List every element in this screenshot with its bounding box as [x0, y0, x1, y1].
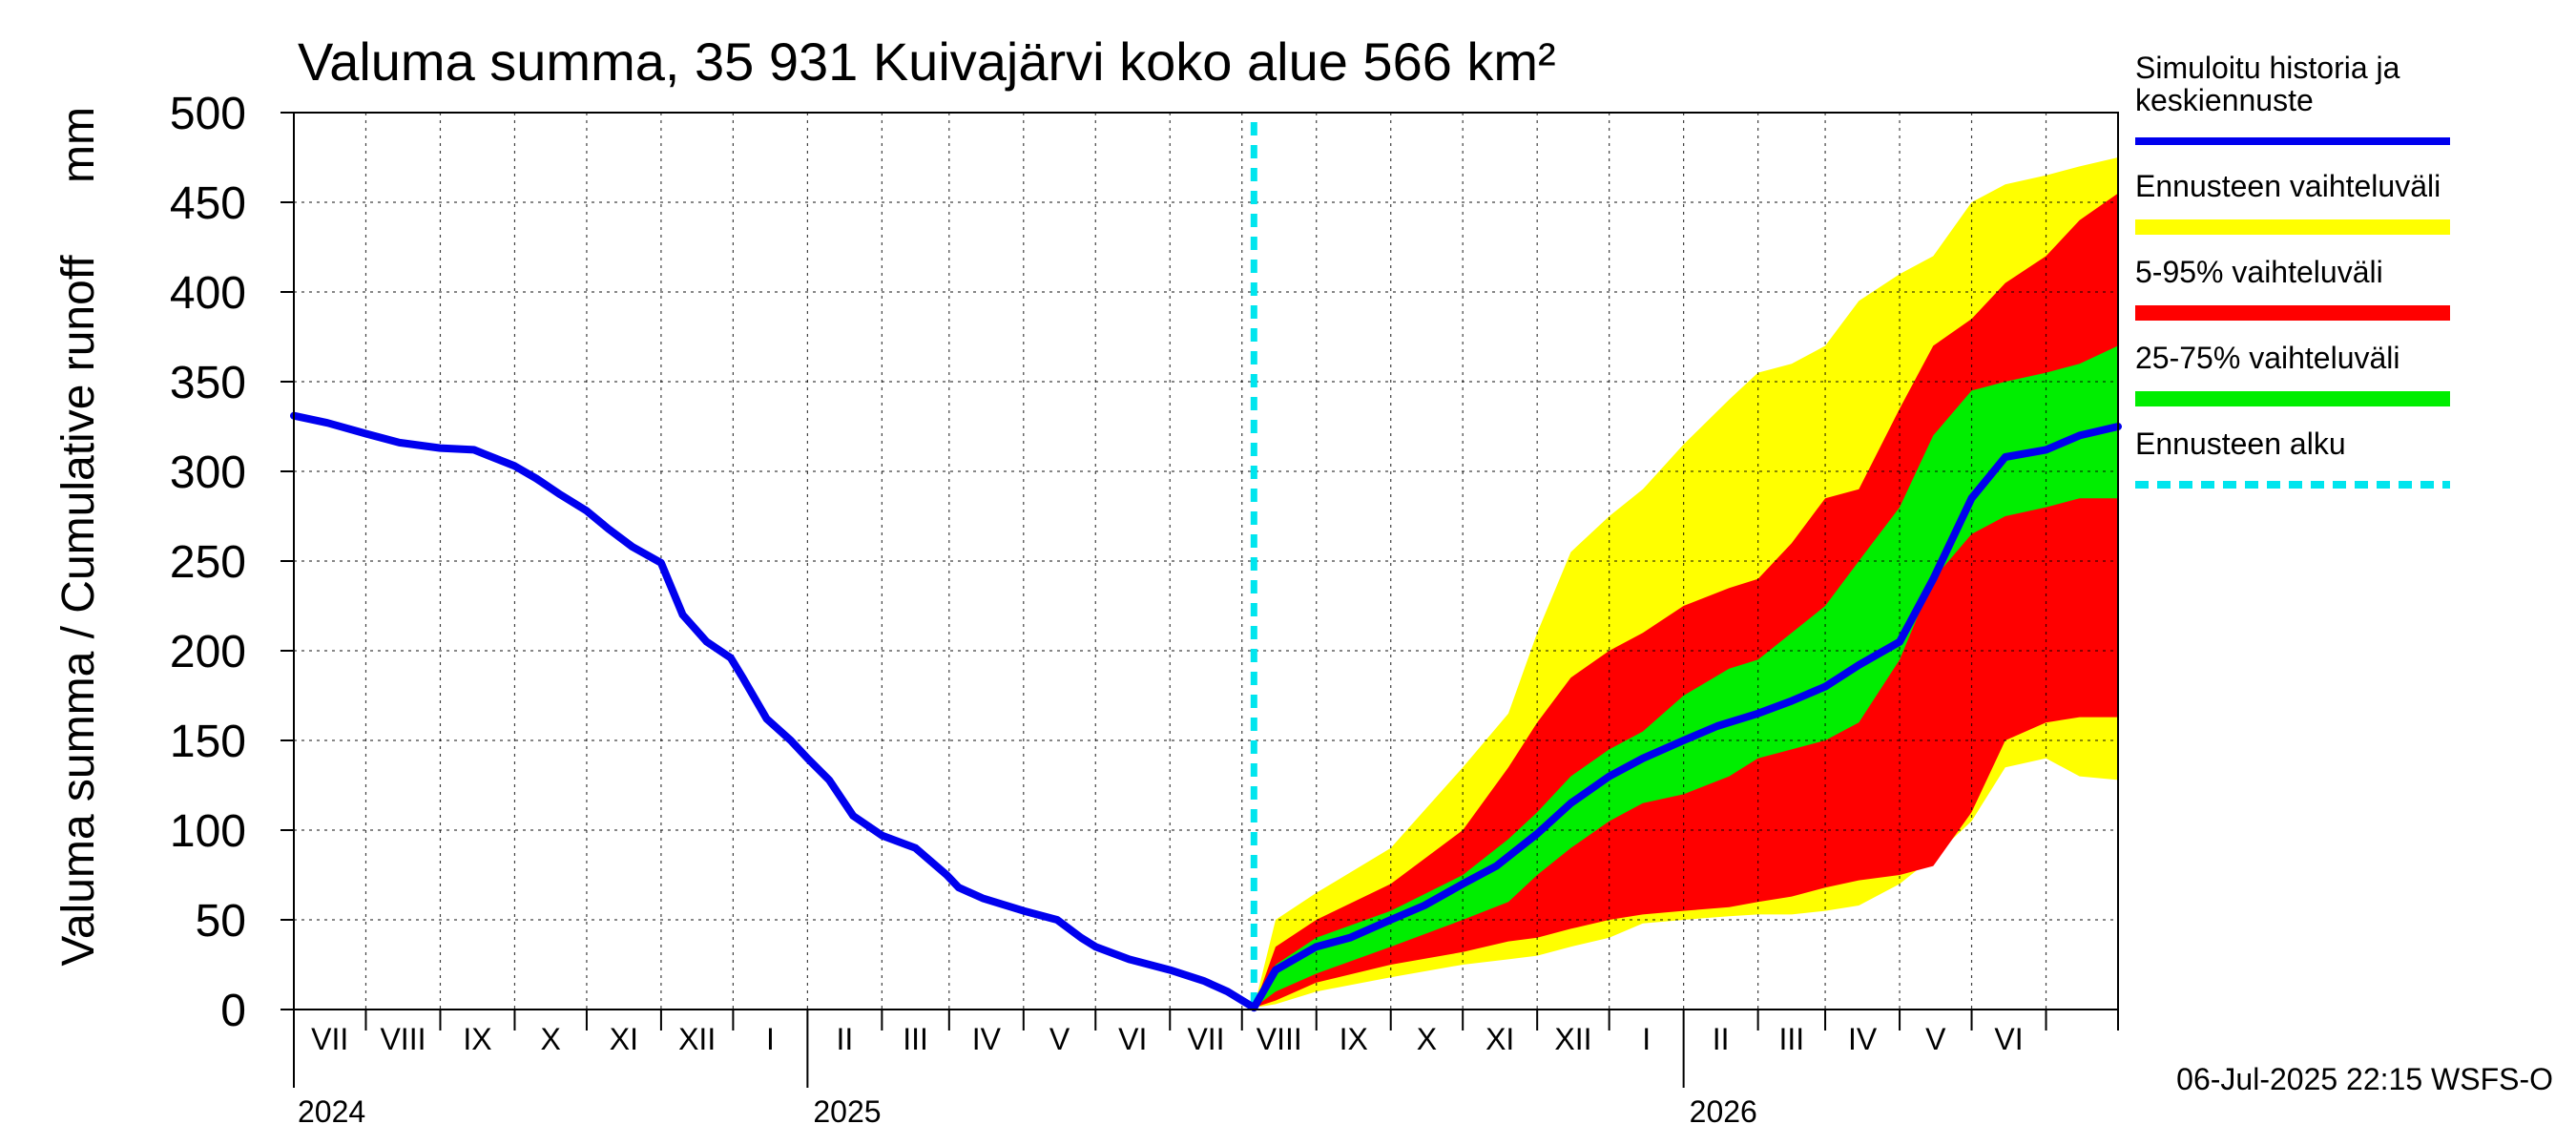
legend-label-0: Simuloitu historia ja [2135, 51, 2400, 85]
runoff-lines [290, 122, 2122, 1012]
month-label: IX [463, 1022, 491, 1056]
month-label: V [1925, 1022, 1946, 1056]
month-label: IV [1848, 1022, 1878, 1056]
month-label: I [1642, 1022, 1651, 1056]
month-label: VII [1187, 1022, 1224, 1056]
chart-title: Valuma summa, 35 931 Kuivajärvi koko alu… [298, 31, 1556, 92]
month-label: IX [1340, 1022, 1368, 1056]
y-tick-label: 200 [170, 627, 246, 677]
legend-label-0: keskiennuste [2135, 83, 2314, 117]
y-tick-label: 0 [220, 986, 246, 1036]
y-tick-label: 50 [196, 896, 246, 947]
band-2 [1254, 345, 2118, 1009]
y-axis-unit: mm [53, 107, 104, 183]
month-label: VIII [1257, 1022, 1302, 1056]
y-tick-label: 500 [170, 89, 246, 139]
month-label: I [766, 1022, 775, 1056]
y-tick-label: 300 [170, 448, 246, 498]
year-label: 2026 [1690, 1094, 1757, 1129]
y-tick-label: 400 [170, 268, 246, 319]
history-line [290, 411, 1258, 1012]
y-tick-label: 250 [170, 537, 246, 588]
month-label: X [1417, 1022, 1437, 1056]
y-tick-label: 100 [170, 806, 246, 857]
legend-label-1: Ennusteen vaihteluväli [2135, 169, 2441, 203]
y-tick-label: 450 [170, 178, 246, 229]
month-label: XII [1554, 1022, 1591, 1056]
month-label: V [1049, 1022, 1070, 1056]
month-label: IV [972, 1022, 1002, 1056]
grid-lines [294, 113, 2118, 1010]
legend-swatch-3 [2135, 391, 2450, 406]
month-label: III [903, 1022, 928, 1056]
timestamp-label: 06-Jul-2025 22:15 WSFS-O [2176, 1062, 2553, 1096]
legend-swatch-1 [2135, 219, 2450, 235]
month-label: VI [1118, 1022, 1147, 1056]
month-label: II [1713, 1022, 1730, 1056]
band-1 [1254, 193, 2118, 1009]
month-label: XI [610, 1022, 638, 1056]
legend-swatch-2 [2135, 305, 2450, 321]
month-label: III [1779, 1022, 1805, 1056]
y-tick-label: 150 [170, 717, 246, 767]
month-label: VII [311, 1022, 348, 1056]
month-label: II [836, 1022, 853, 1056]
forecast-bands [1254, 157, 2118, 1009]
month-label: XI [1485, 1022, 1514, 1056]
y-axis-label: Valuma summa / Cumulative runoff [53, 255, 104, 967]
year-label: 2025 [813, 1094, 881, 1129]
legend-label-2: 5-95% vaihteluväli [2135, 255, 2383, 289]
month-label: XII [678, 1022, 716, 1056]
legend-label-4: Ennusteen alku [2135, 427, 2346, 461]
month-label: VIII [380, 1022, 426, 1056]
y-tick-label: 350 [170, 358, 246, 408]
legend-label-3: 25-75% vaihteluväli [2135, 341, 2400, 375]
month-label: X [541, 1022, 561, 1056]
median-forecast-line [1250, 423, 2122, 1012]
month-label: VI [1994, 1022, 2023, 1056]
year-label: 2024 [298, 1094, 365, 1129]
